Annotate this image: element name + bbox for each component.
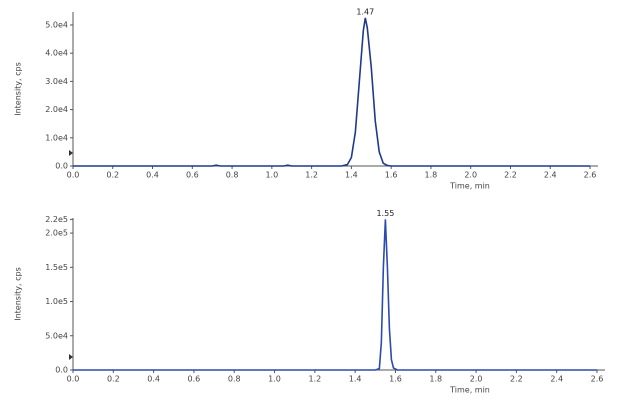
x-tick-label: 2.0: [464, 171, 477, 180]
peak-label: 1.55: [376, 209, 394, 218]
y-axis-label: Intensity, cps: [14, 267, 23, 321]
y-tick-label: 2.0e4: [45, 105, 68, 114]
y-tick-label: 5.0e4: [45, 20, 68, 29]
x-tick-label: 2.4: [544, 171, 557, 180]
x-tick-label: 1.0: [265, 171, 278, 180]
x-tick-label: 1.6: [385, 171, 398, 180]
x-tick-label: 0.6: [186, 171, 199, 180]
x-tick-label: 0.2: [107, 375, 120, 384]
axis-marker: [69, 150, 73, 156]
x-tick-label: 2.6: [584, 171, 597, 180]
y-tick-label: 5.0e4: [45, 331, 68, 340]
x-tick-label: 1.2: [308, 375, 321, 384]
y-tick-label: 3.0e4: [45, 77, 68, 86]
x-tick-label: 0.8: [228, 375, 241, 384]
trace: [73, 17, 590, 167]
y-tick-label: 1.0e4: [45, 133, 68, 142]
x-tick-label: 1.6: [389, 375, 402, 384]
y-tick-label: 1.0e5: [45, 297, 68, 306]
x-tick-label: 2.6: [591, 375, 604, 384]
axis-marker: [69, 354, 73, 360]
x-tick-label: 2.2: [504, 171, 517, 180]
x-tick-label: 0.2: [106, 171, 119, 180]
x-tick-label: 0.4: [146, 171, 159, 180]
x-tick-label: 2.2: [510, 375, 523, 384]
y-tick-label: 2.2e5: [45, 215, 68, 224]
x-tick-label: 1.8: [425, 171, 438, 180]
x-tick-label: 1.8: [429, 375, 442, 384]
y-tick-label: 2.0e5: [45, 229, 68, 238]
x-tick-label: 1.2: [305, 171, 318, 180]
y-tick-label: 0.0: [55, 366, 68, 375]
x-tick-label: 2.4: [550, 375, 563, 384]
x-tick-label: 1.4: [349, 375, 362, 384]
trace: [73, 219, 597, 371]
x-tick-label: 0.6: [188, 375, 201, 384]
y-tick-label: 1.5e5: [45, 263, 68, 272]
peak-label: 1.47: [356, 7, 374, 16]
x-tick-label: 0.0: [67, 171, 80, 180]
x-axis-label: Time, min: [449, 182, 490, 191]
x-tick-label: 1.4: [345, 171, 358, 180]
x-tick-label: 0.8: [226, 171, 239, 180]
y-tick-label: 4.0e4: [45, 49, 68, 58]
y-axis-label: Intensity, cps: [14, 62, 23, 116]
x-tick-label: 0.0: [67, 375, 80, 384]
x-axis-label: Time, min: [449, 386, 490, 395]
x-tick-label: 0.4: [147, 375, 160, 384]
x-tick-label: 2.0: [470, 375, 483, 384]
x-tick-label: 1.0: [268, 375, 281, 384]
y-tick-label: 0.0: [55, 162, 68, 171]
